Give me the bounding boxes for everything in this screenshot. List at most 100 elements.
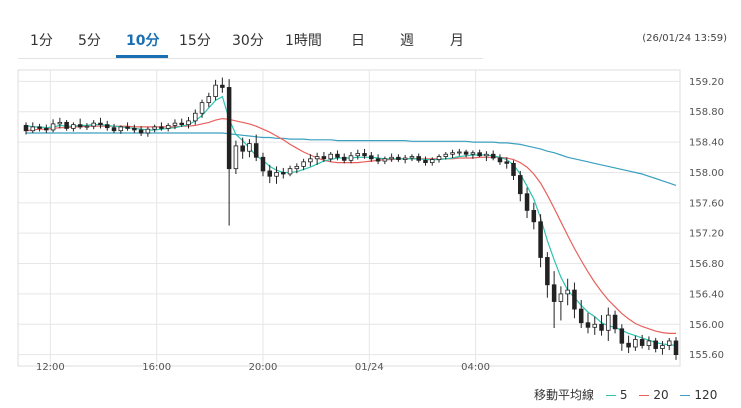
candle-body xyxy=(545,257,550,286)
candle-body xyxy=(558,293,564,302)
candle-body xyxy=(50,123,56,131)
y-tick-label: 158.80 xyxy=(689,107,724,118)
candle-body xyxy=(362,153,367,157)
x-tick-label: 20:00 xyxy=(249,362,278,373)
y-tick-label: 156.00 xyxy=(689,320,724,331)
price-chart: 159.20 158.80 158.40 158.00 157.60 157.20 156.… xyxy=(17,69,724,373)
candle-body xyxy=(402,157,408,160)
candle-body xyxy=(382,158,388,162)
candle-body xyxy=(199,102,205,114)
candle-body xyxy=(104,124,110,129)
candle-body xyxy=(531,210,537,223)
ma-line-120 xyxy=(26,132,677,186)
candle-body xyxy=(179,122,184,126)
legend-title: 移動平均線 xyxy=(534,388,595,402)
candle-body xyxy=(165,125,171,129)
last-updated-timestamp: (26/01/24 13:59) xyxy=(642,33,727,44)
candle-body xyxy=(436,156,442,160)
legend-label-ma20: 20 xyxy=(653,388,669,402)
candle-body xyxy=(599,323,604,331)
candle-body xyxy=(578,308,584,324)
candle-body xyxy=(281,172,286,175)
candle-body xyxy=(111,127,117,132)
candle-body xyxy=(369,155,374,160)
candle-body xyxy=(341,156,347,161)
tab-30min[interactable]: 30分 xyxy=(232,33,264,49)
tab-5min[interactable]: 5分 xyxy=(78,33,101,49)
candle-body xyxy=(463,151,469,155)
y-tick-label: 158.00 xyxy=(689,168,724,179)
tab-15min[interactable]: 15分 xyxy=(179,33,211,49)
tab-1min[interactable]: 1分 xyxy=(30,33,53,49)
candle-body xyxy=(538,221,543,258)
moving-average-legend: 移動平均線 5 20 120 xyxy=(534,386,717,403)
candle-body xyxy=(138,129,144,134)
candle-body xyxy=(44,128,49,131)
candle-body xyxy=(308,158,313,163)
tab-weekly[interactable]: 週 xyxy=(400,33,414,49)
candle-body xyxy=(565,289,570,295)
candle-body xyxy=(612,314,618,330)
candle-body xyxy=(260,156,266,172)
candle-body xyxy=(23,125,29,132)
candle-body xyxy=(639,339,645,346)
candle-body xyxy=(247,143,252,152)
tab-daily[interactable]: 日 xyxy=(351,33,365,49)
candle-body xyxy=(429,159,435,163)
candle-body xyxy=(213,84,218,97)
candle-body xyxy=(619,328,625,344)
x-tick-label: 16:00 xyxy=(142,362,171,373)
candle-body xyxy=(497,157,503,163)
candle-body xyxy=(206,96,212,104)
candle-body xyxy=(443,153,449,157)
candle-body xyxy=(335,153,340,158)
candle-body xyxy=(152,126,157,130)
candle-body xyxy=(396,156,401,160)
candle-body xyxy=(321,156,327,160)
x-tick-label: 01/24 xyxy=(355,362,384,373)
candle-body xyxy=(572,289,577,310)
candle-body xyxy=(416,156,421,161)
legend-swatch-ma120 xyxy=(680,394,691,397)
candle-body xyxy=(633,339,638,348)
candle-body xyxy=(287,168,293,175)
candle-body xyxy=(409,156,415,159)
legend-swatch-ma20 xyxy=(639,394,650,397)
candle-body xyxy=(186,120,191,126)
tab-1hour[interactable]: 1時間 xyxy=(285,33,322,49)
tab-10min[interactable]: 10分 xyxy=(126,33,160,49)
candle-body xyxy=(666,340,672,346)
candle-body xyxy=(551,284,557,302)
y-tick-label: 156.40 xyxy=(689,289,724,300)
x-tick-label: 04:00 xyxy=(461,362,490,373)
candle-body xyxy=(294,165,300,170)
candle-body xyxy=(301,161,306,167)
candle-body xyxy=(389,156,394,160)
y-tick-label: 156.80 xyxy=(689,259,724,270)
ma-line-20 xyxy=(25,117,676,334)
y-tick-label: 155.60 xyxy=(689,350,724,361)
candle-body xyxy=(274,172,279,177)
candle-body xyxy=(71,124,76,129)
tab-monthly[interactable]: 月 xyxy=(450,33,464,49)
candle-body xyxy=(314,156,320,160)
candle-body xyxy=(98,122,103,126)
x-tick-label: 12:00 xyxy=(36,362,65,373)
candle-body xyxy=(57,121,63,125)
candle-body xyxy=(585,322,591,328)
candle-body xyxy=(240,145,245,152)
candle-body xyxy=(646,340,652,346)
candle-body xyxy=(653,340,658,349)
candle-body xyxy=(159,126,164,129)
plot-frame xyxy=(17,69,681,367)
candle-body xyxy=(172,122,178,126)
candle-body xyxy=(511,162,516,176)
y-tick-label: 157.60 xyxy=(689,198,724,209)
candle-body xyxy=(660,345,665,349)
y-tick-label: 159.20 xyxy=(689,77,724,88)
candle-body xyxy=(267,170,273,177)
y-tick-label: 157.20 xyxy=(689,229,724,240)
candle-body xyxy=(233,145,239,170)
candle-body xyxy=(592,323,598,328)
legend-label-ma120: 120 xyxy=(694,388,718,402)
